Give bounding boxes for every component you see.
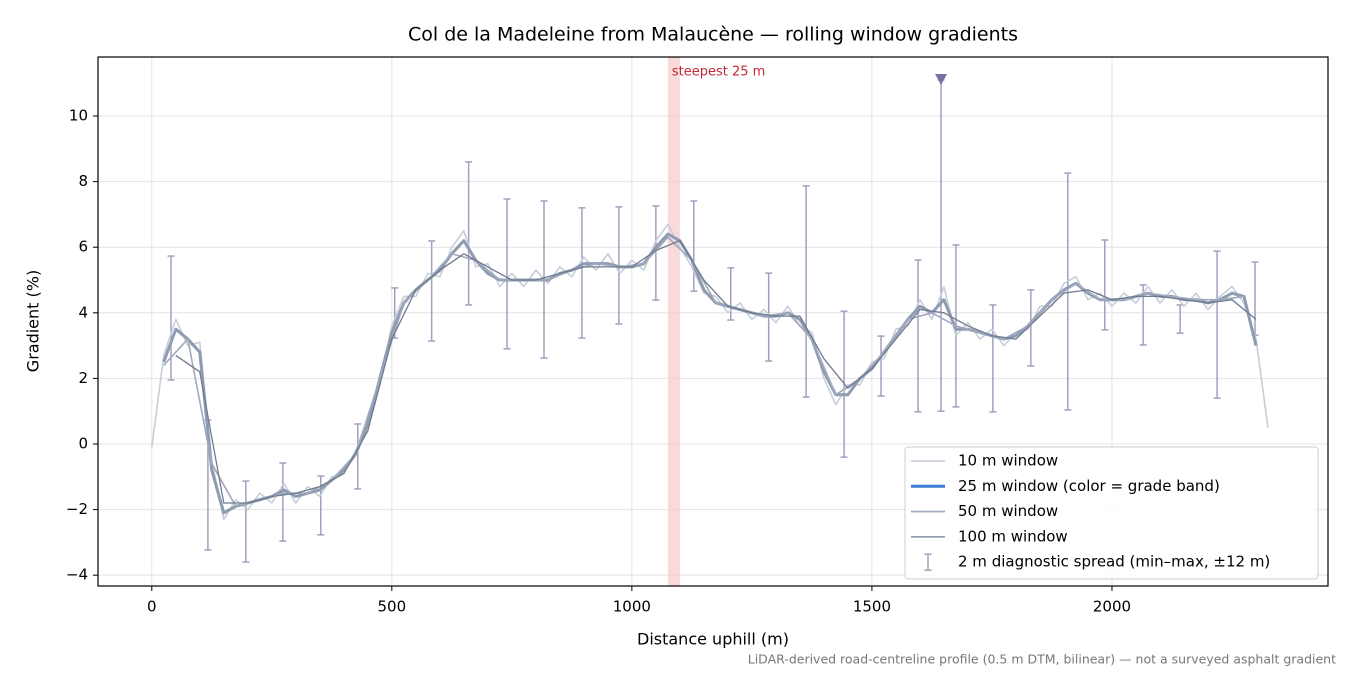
footnote: LiDAR-derived road-centreline profile (0… — [748, 652, 1336, 667]
y-tick-label: 8 — [78, 172, 88, 190]
x-tick-label: 1500 — [853, 598, 891, 616]
y-tick-label: 10 — [69, 107, 88, 125]
legend-label: 100 m window — [958, 527, 1068, 545]
legend-label: 2 m diagnostic spread (min–max, ±12 m) — [958, 553, 1270, 571]
x-tick-label: 1000 — [613, 598, 651, 616]
x-tick-label: 0 — [147, 598, 157, 616]
highlight-band — [667, 57, 680, 586]
y-axis-label: Gradient (%) — [24, 270, 43, 372]
legend-box — [904, 446, 1319, 580]
series-line — [163, 236, 1245, 508]
y-tick-label: 6 — [78, 238, 88, 256]
y-tick-label: 4 — [78, 303, 88, 321]
y-tick-label: 0 — [78, 434, 88, 452]
y-tick-label: 2 — [78, 369, 88, 387]
outlier-marker — [935, 73, 948, 85]
x-tick-label: 2000 — [1093, 598, 1131, 616]
x-axis-label: Distance uphill (m) — [637, 630, 789, 649]
y-tick-label: −2 — [66, 500, 88, 518]
series-line — [175, 240, 1257, 504]
highlight-label: steepest 25 m — [672, 65, 765, 80]
legend: 10 m window 25 m window (color = grade ba… — [904, 446, 1319, 580]
plot-frame — [97, 56, 1329, 587]
legend-label: 25 m window (color = grade band) — [958, 477, 1220, 495]
legend-label: 50 m window — [958, 502, 1058, 520]
y-tick-label: −4 — [66, 566, 88, 584]
x-tick-label: 500 — [377, 598, 406, 616]
chart-title: Col de la Madeleine from Malaucène — rol… — [408, 24, 1018, 46]
legend-label: 10 m window — [958, 452, 1058, 470]
